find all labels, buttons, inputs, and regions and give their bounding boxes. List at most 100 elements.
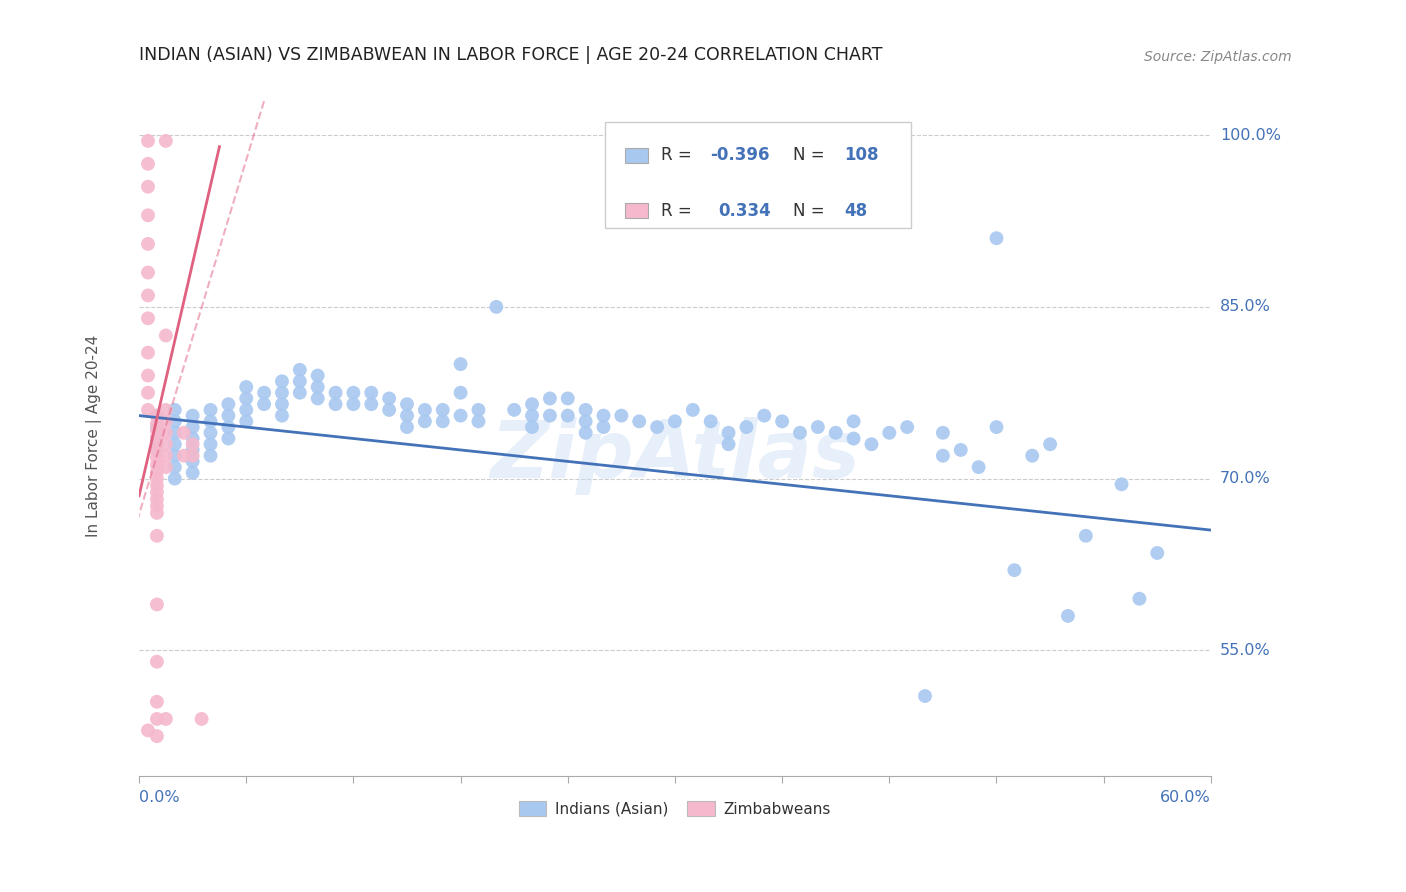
Point (538, 409, 561, 423)
Point (200, 449, 222, 463)
Point (557, 392, 579, 406)
Point (967, 460, 990, 475)
Point (136, 157, 159, 171)
Point (163, 449, 186, 463)
Point (136, 266, 159, 280)
Point (395, 397, 418, 411)
Point (986, 420, 1008, 434)
Point (146, 695, 169, 709)
Point (136, 385, 159, 400)
Point (136, 208, 159, 222)
Point (503, 403, 526, 417)
Text: R =: R = (661, 146, 697, 164)
Point (467, 414, 489, 428)
Text: Source: ZipAtlas.com: Source: ZipAtlas.com (1143, 51, 1291, 64)
Point (181, 437, 204, 451)
Point (146, 506, 169, 520)
Point (181, 420, 204, 434)
Point (146, 655, 169, 669)
Point (628, 414, 651, 428)
Point (155, 403, 177, 417)
Point (754, 409, 776, 423)
Point (664, 414, 686, 428)
Point (190, 712, 212, 726)
Text: R =: R = (661, 202, 697, 220)
Point (253, 397, 276, 411)
Point (155, 328, 177, 343)
Point (181, 449, 204, 463)
Point (949, 442, 972, 457)
Point (395, 409, 418, 423)
Point (146, 420, 169, 434)
Text: In Labor Force | Age 20-24: In Labor Force | Age 20-24 (86, 334, 103, 537)
Point (136, 345, 159, 359)
Point (520, 420, 543, 434)
Point (146, 712, 169, 726)
Point (645, 420, 668, 434)
Point (842, 432, 865, 446)
Point (413, 414, 436, 428)
Point (146, 465, 169, 479)
Point (136, 368, 159, 383)
Point (557, 409, 579, 423)
Point (699, 414, 721, 428)
Point (181, 454, 204, 468)
Point (136, 288, 159, 302)
Point (592, 409, 614, 423)
Point (789, 425, 811, 440)
Point (163, 460, 186, 475)
Point (575, 414, 598, 428)
Point (378, 403, 401, 417)
Point (575, 425, 598, 440)
Text: 60.0%: 60.0% (1160, 790, 1211, 805)
Text: 100.0%: 100.0% (1220, 128, 1281, 143)
Point (824, 425, 846, 440)
Text: 85.0%: 85.0% (1220, 300, 1271, 314)
Point (1128, 591, 1150, 606)
Point (235, 403, 257, 417)
Point (146, 437, 169, 451)
Point (932, 449, 955, 463)
Point (217, 420, 239, 434)
Point (288, 363, 311, 377)
Point (1039, 437, 1062, 451)
Point (146, 478, 169, 492)
Point (235, 414, 257, 428)
Point (413, 403, 436, 417)
Point (136, 134, 159, 148)
Point (770, 414, 793, 428)
Point (181, 442, 204, 457)
Text: ZipAtlas: ZipAtlas (491, 417, 860, 495)
Point (146, 430, 169, 444)
Point (360, 385, 382, 400)
Point (136, 179, 159, 194)
Point (200, 437, 222, 451)
Point (520, 409, 543, 423)
Point (717, 437, 740, 451)
Point (307, 392, 329, 406)
Point (163, 403, 186, 417)
Point (1074, 529, 1097, 543)
Point (610, 409, 633, 423)
Point (155, 414, 177, 428)
Point (146, 458, 169, 472)
Point (136, 403, 159, 417)
Text: 55.0%: 55.0% (1220, 643, 1271, 657)
Point (288, 385, 311, 400)
Point (146, 424, 169, 438)
Point (146, 444, 169, 458)
Point (146, 409, 169, 423)
FancyBboxPatch shape (624, 147, 648, 162)
FancyBboxPatch shape (624, 203, 648, 219)
Text: -0.396: -0.396 (710, 146, 770, 164)
Text: 70.0%: 70.0% (1220, 471, 1271, 486)
Point (217, 432, 239, 446)
Point (146, 492, 169, 507)
Text: 0.334: 0.334 (718, 202, 770, 220)
Point (200, 403, 222, 417)
Point (146, 598, 169, 612)
Point (146, 472, 169, 486)
Text: N =: N = (793, 146, 830, 164)
Point (575, 403, 598, 417)
Point (181, 432, 204, 446)
